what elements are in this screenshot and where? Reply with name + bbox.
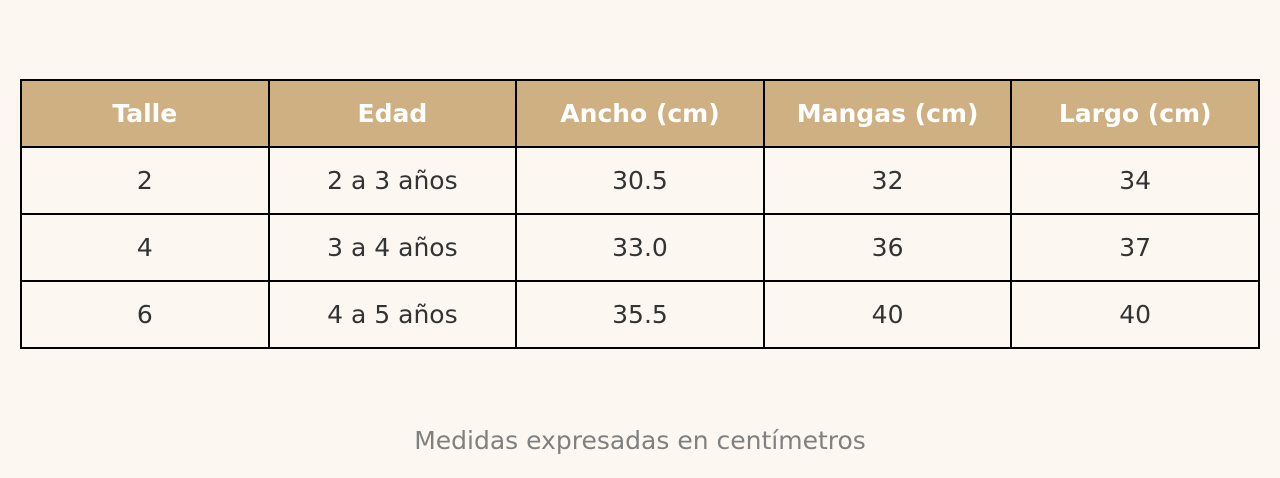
table-cell: 4 (20, 213, 270, 282)
table-cell: 40 (1010, 280, 1260, 349)
table-cell: 6 (20, 280, 270, 349)
table-cell: 30.5 (515, 146, 765, 215)
header-row: Talle Edad Ancho (cm) Mangas (cm) Largo (cm) (20, 79, 1260, 148)
table-cell: 3 a 4 años (267, 213, 518, 282)
header-cell: Edad (267, 79, 518, 148)
table-cell: 4 a 5 años (267, 280, 518, 349)
table-cell: 34 (1010, 146, 1260, 215)
caption: Medidas expresadas en centímetros (414, 426, 866, 455)
table-cell: 37 (1010, 213, 1260, 282)
table-cell: 33.0 (515, 213, 765, 282)
table-cell: 36 (762, 213, 1013, 282)
table-cell: 2 a 3 años (267, 146, 518, 215)
header-cell: Talle (20, 79, 270, 148)
table-cell: 32 (762, 146, 1013, 215)
table-header: Talle Edad Ancho (cm) Mangas (cm) Largo (cm) (20, 79, 1260, 148)
size-table: Talle Edad Ancho (cm) Mangas (cm) Largo (cm)… (20, 79, 1260, 349)
header-cell: Ancho (cm) (515, 79, 765, 148)
table-cell: 40 (762, 280, 1013, 349)
header-cell: Largo (cm) (1010, 79, 1260, 148)
header-cell: Mangas (cm) (762, 79, 1013, 148)
table-cell: 2 (20, 146, 270, 215)
table-cell: 35.5 (515, 280, 765, 349)
